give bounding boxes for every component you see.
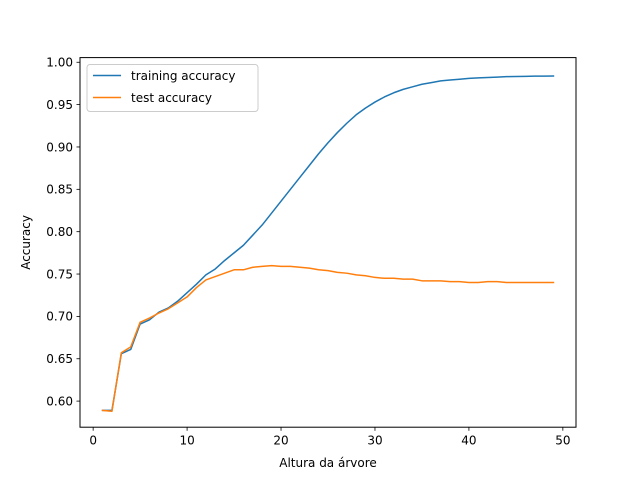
series-line-training-accuracy <box>101 75 555 412</box>
x-tick-label: 10 <box>179 434 194 448</box>
x-tick-label: 20 <box>273 434 288 448</box>
y-tick-label: 0.85 <box>46 183 73 197</box>
x-tick-label: 0 <box>89 434 97 448</box>
y-tick-label: 0.60 <box>46 394 73 408</box>
y-tick-label: 0.65 <box>46 352 73 366</box>
x-tick-label: 30 <box>367 434 382 448</box>
series-line-test-accuracy <box>101 264 555 413</box>
y-tick-label: 0.80 <box>46 225 73 239</box>
legend-label: test accuracy <box>131 91 212 105</box>
x-tick-label: 50 <box>555 434 570 448</box>
y-tick-label: 0.95 <box>46 98 73 112</box>
y-axis-ticks: 0.60 0.65 0.70 0.75 0.80 0.85 0.90 0.95 1.00 <box>46 56 80 408</box>
legend-label: training accuracy <box>131 69 235 83</box>
axes-frame <box>79 57 577 428</box>
y-tick-label: 0.90 <box>46 140 73 154</box>
x-axis-label: Altura da árvore <box>279 456 377 470</box>
x-axis-ticks: 0 10 20 30 40 50 <box>89 427 570 448</box>
y-axis-label: Accuracy <box>19 215 33 270</box>
y-tick-label: 0.70 <box>46 310 73 324</box>
series-layer <box>101 75 555 413</box>
y-tick-label: 0.75 <box>46 267 73 281</box>
y-tick-label: 1.00 <box>46 56 73 70</box>
legend-box <box>86 64 259 112</box>
x-tick-label: 40 <box>461 434 476 448</box>
plot-area <box>79 57 577 428</box>
legend: training accuracy test accuracy <box>86 64 259 112</box>
